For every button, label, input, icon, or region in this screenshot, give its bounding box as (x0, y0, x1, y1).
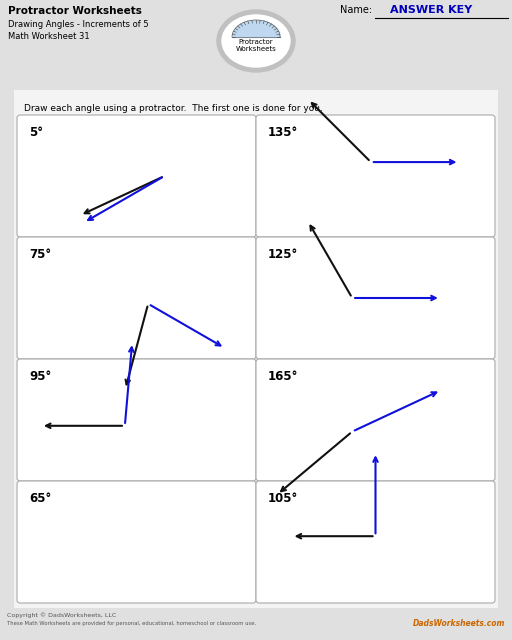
Text: Name:: Name: (340, 5, 372, 15)
Text: Draw each angle using a protractor.  The first one is done for you.: Draw each angle using a protractor. The … (24, 104, 323, 113)
Text: Worksheets: Worksheets (236, 46, 276, 52)
FancyBboxPatch shape (256, 359, 495, 481)
Text: ANSWER KEY: ANSWER KEY (390, 5, 472, 15)
Text: Protractor: Protractor (239, 39, 273, 45)
FancyBboxPatch shape (256, 237, 495, 359)
FancyBboxPatch shape (17, 115, 256, 237)
Text: Copyright © DadsWorksheets, LLC: Copyright © DadsWorksheets, LLC (7, 612, 116, 618)
Text: 135°: 135° (268, 126, 298, 139)
FancyBboxPatch shape (17, 481, 256, 603)
Text: Math Worksheet 31: Math Worksheet 31 (8, 32, 90, 41)
Text: 95°: 95° (29, 370, 51, 383)
Text: 75°: 75° (29, 248, 51, 261)
FancyBboxPatch shape (256, 481, 495, 603)
Text: These Math Worksheets are provided for personal, educational, homeschool or clas: These Math Worksheets are provided for p… (7, 621, 256, 626)
Text: 65°: 65° (29, 492, 51, 505)
Text: Protractor Worksheets: Protractor Worksheets (8, 6, 142, 16)
FancyBboxPatch shape (11, 87, 501, 611)
Text: 165°: 165° (268, 370, 298, 383)
FancyBboxPatch shape (256, 115, 495, 237)
Ellipse shape (222, 15, 290, 67)
Text: 105°: 105° (268, 492, 298, 505)
FancyBboxPatch shape (17, 359, 256, 481)
FancyBboxPatch shape (17, 237, 256, 359)
Text: Drawing Angles - Increments of 5: Drawing Angles - Increments of 5 (8, 20, 148, 29)
Text: 5°: 5° (29, 126, 43, 139)
Text: 125°: 125° (268, 248, 298, 261)
Text: DadsWorksheets.com: DadsWorksheets.com (413, 620, 505, 628)
Ellipse shape (217, 10, 295, 72)
